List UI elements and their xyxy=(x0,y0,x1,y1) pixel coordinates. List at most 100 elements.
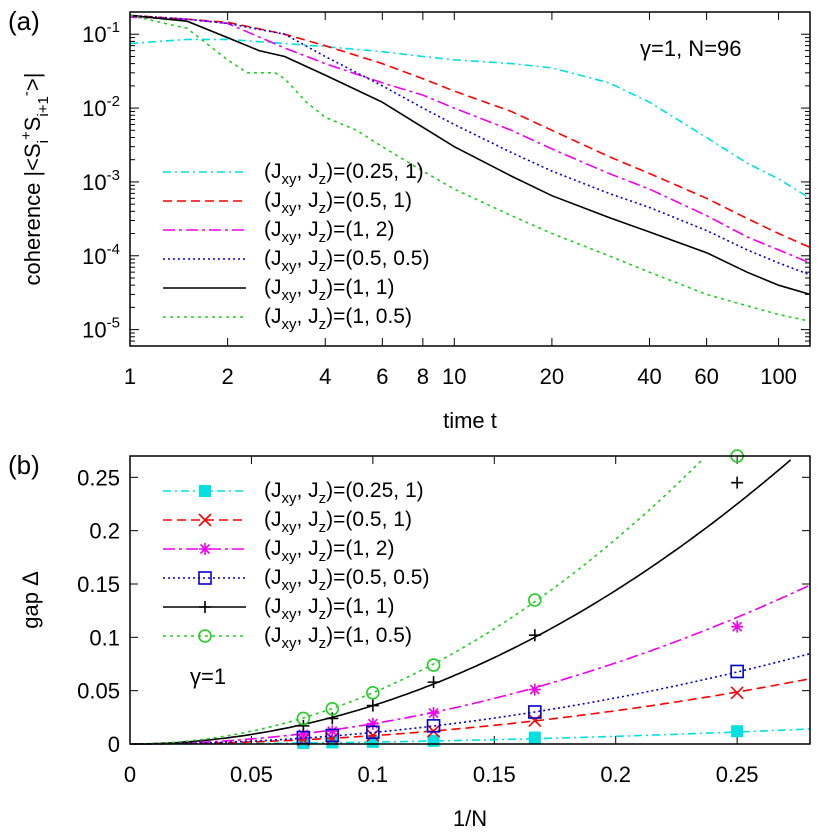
panel-a-xlabel: time t xyxy=(443,408,497,433)
panel-a-xtick-label: 1 xyxy=(124,364,136,389)
panel-b-series-point-0 xyxy=(427,734,440,747)
panel-b-ylabel: gap Δ xyxy=(18,571,43,629)
panel-a-xtick-label: 2 xyxy=(221,364,233,389)
panel-b-series-point-0 xyxy=(731,725,744,738)
panel-b-series-point-5 xyxy=(426,658,441,672)
panel-b-xtick-label: 0.15 xyxy=(473,762,516,787)
panel-b-ytick-label: 0.2 xyxy=(89,519,120,544)
panel-b-series-point-5 xyxy=(296,711,311,726)
panel-b-series-point-2 xyxy=(297,728,310,741)
panel-b-ticks: 0 0.05 0.1 0.15 0.2 0.25 0 0.05 0.1 0.15 0.2 0.25 xyxy=(77,456,810,787)
panel-b-legend-marker-2 xyxy=(199,543,211,555)
panel-b-series-point-2 xyxy=(326,725,339,738)
panel-a-legend: (Jxy, Jz)=(0.25, 1)(Jxy, Jz)=(0.5, 1)(Jx… xyxy=(163,160,429,333)
panel-a-coherence-chart: (a) 1 2 4 6 8 10 20 40 60 100 10-5 10-4 10-3 10-2 10-1… xyxy=(8,6,811,433)
panel-a-legend-label: (Jxy, Jz)=(1, 0.5) xyxy=(264,305,412,333)
panel-a-ytick-label: 10-2 xyxy=(82,93,120,121)
panel-b-legend-marker-3 xyxy=(198,571,212,585)
panel-a-frame xyxy=(129,11,811,347)
panel-b-series-point-2 xyxy=(427,707,440,720)
panel-a-ytick-label: 10-3 xyxy=(82,167,120,195)
panel-b-ytick-label: 0.25 xyxy=(77,465,120,490)
panel-a-xtick-label: 60 xyxy=(694,364,718,389)
panel-a-label: (a) xyxy=(8,6,40,36)
panel-b-series-point-4 xyxy=(366,699,379,712)
panel-a-ylabel: coherence |<Si+Si+1->| xyxy=(18,73,52,286)
panel-b-series-point-3 xyxy=(528,705,542,719)
panel-b-ytick-label: 0.1 xyxy=(89,625,120,650)
panel-a-xtick-label: 40 xyxy=(637,364,661,389)
panel-b-series-point-3 xyxy=(426,719,441,733)
panel-b-legend: (Jxy, Jz)=(0.25, 1)(Jxy, Jz)=(0.5, 1)(Jx… xyxy=(163,479,429,652)
panel-b-label: (b) xyxy=(8,450,40,480)
panel-a-annotation: γ=1, N=96 xyxy=(640,36,742,61)
panel-b-legend-label: (Jxy, Jz)=(1, 0.5) xyxy=(264,624,412,652)
panel-b-series-point-0 xyxy=(528,731,541,744)
panel-a-legend-label: (Jxy, Jz)=(0.25, 1) xyxy=(264,160,424,188)
panel-a-series-line-4 xyxy=(129,14,811,296)
panel-b-series-point-1 xyxy=(730,686,744,700)
panel-a-legend-label: (Jxy, Jz)=(0.5, 0.5) xyxy=(264,247,429,275)
panel-b-series-point-3 xyxy=(325,728,340,743)
panel-b-series-point-2 xyxy=(366,717,379,730)
panel-b-xtick-label: 0 xyxy=(124,762,136,787)
panel-b-series xyxy=(130,449,811,749)
panel-a-xtick-label: 100 xyxy=(760,364,797,389)
panel-a-legend-label: (Jxy, Jz)=(1, 1) xyxy=(264,276,394,304)
panel-b-legend-marker-5 xyxy=(198,629,212,643)
panel-b-series-point-5 xyxy=(528,593,542,607)
panel-b-series-point-4 xyxy=(528,629,541,642)
panel-b-series-fit-5 xyxy=(130,458,704,745)
panel-a-ytick-label: 10-1 xyxy=(82,19,120,47)
panel-a-xtick-label: 6 xyxy=(376,364,388,389)
panel-a-xtick-label: 8 xyxy=(417,364,429,389)
panel-b-series-point-0 xyxy=(326,736,339,749)
panel-a-series-line-2 xyxy=(129,16,811,264)
panel-b-xtick-label: 0.1 xyxy=(358,762,389,787)
panel-b-series-point-3 xyxy=(366,725,380,740)
panel-b-series-point-1 xyxy=(528,713,542,728)
panel-b-series-point-2 xyxy=(731,620,744,633)
panel-b-legend-label: (Jxy, Jz)=(0.5, 0.5) xyxy=(264,566,429,594)
panel-b-legend-label: (Jxy, Jz)=(0.25, 1) xyxy=(264,479,424,507)
panel-b-ytick-label: 0.05 xyxy=(77,679,120,704)
panel-a-ytick-label: 10-4 xyxy=(82,241,120,269)
panel-a-ytick-label: 10-5 xyxy=(82,315,120,343)
panel-a-legend-label: (Jxy, Jz)=(0.5, 1) xyxy=(264,189,412,217)
panel-a-xtick-label: 4 xyxy=(319,364,331,389)
panel-b-gap-chart: (b) 0 0.05 0.1 0.15 0.2 0.25 0 0.05 0.1 0.15 0.2 0.… xyxy=(8,449,811,831)
panel-b-series-point-1 xyxy=(366,728,380,743)
panel-b-xtick-label: 0.2 xyxy=(600,762,631,787)
panel-a-series-line-3 xyxy=(129,14,811,276)
panel-a-ticks: 1 2 4 6 8 10 20 40 60 100 10-5 10-4 10-3 10-2 10-1 xyxy=(82,11,810,389)
panel-b-xlabel: 1/N xyxy=(453,806,487,831)
panel-b-series-fit-3 xyxy=(130,652,811,745)
panel-b-series-point-3 xyxy=(730,664,744,679)
panel-b-series-fit-1 xyxy=(130,678,811,745)
panel-b-series-fit-2 xyxy=(130,584,811,745)
panel-a-xtick-label: 10 xyxy=(442,364,466,389)
panel-b-legend-label: (Jxy, Jz)=(1, 2) xyxy=(264,537,394,565)
panel-b-legend-marker-1 xyxy=(198,513,212,527)
panel-a-xtick-label: 20 xyxy=(540,364,564,389)
panel-b-series-point-4 xyxy=(731,476,744,489)
panel-b-series-point-2 xyxy=(528,683,541,696)
panel-b-legend-marker-0 xyxy=(199,485,211,497)
panel-b-annotation: γ=1 xyxy=(190,664,226,689)
panel-a-series-line-0 xyxy=(129,38,811,199)
panel-b-frame xyxy=(129,455,811,745)
panel-a-series-line-5 xyxy=(129,14,811,322)
panel-b-series-point-4 xyxy=(427,676,440,689)
panel-b-series-fit-4 xyxy=(130,459,792,745)
panel-a-series xyxy=(129,14,811,322)
panel-b-legend-label: (Jxy, Jz)=(0.5, 1) xyxy=(264,508,412,536)
panel-b-series-point-5 xyxy=(366,685,380,700)
panel-b-series-point-4 xyxy=(297,719,310,732)
panel-b-series-point-5 xyxy=(325,701,340,716)
panel-b-xtick-label: 0.25 xyxy=(716,762,759,787)
panel-b-ytick-label: 0 xyxy=(108,732,120,757)
panel-b-legend-marker-4 xyxy=(199,601,211,613)
panel-a-legend-label: (Jxy, Jz)=(1, 2) xyxy=(264,218,394,246)
panel-b-ytick-label: 0.15 xyxy=(77,572,120,597)
